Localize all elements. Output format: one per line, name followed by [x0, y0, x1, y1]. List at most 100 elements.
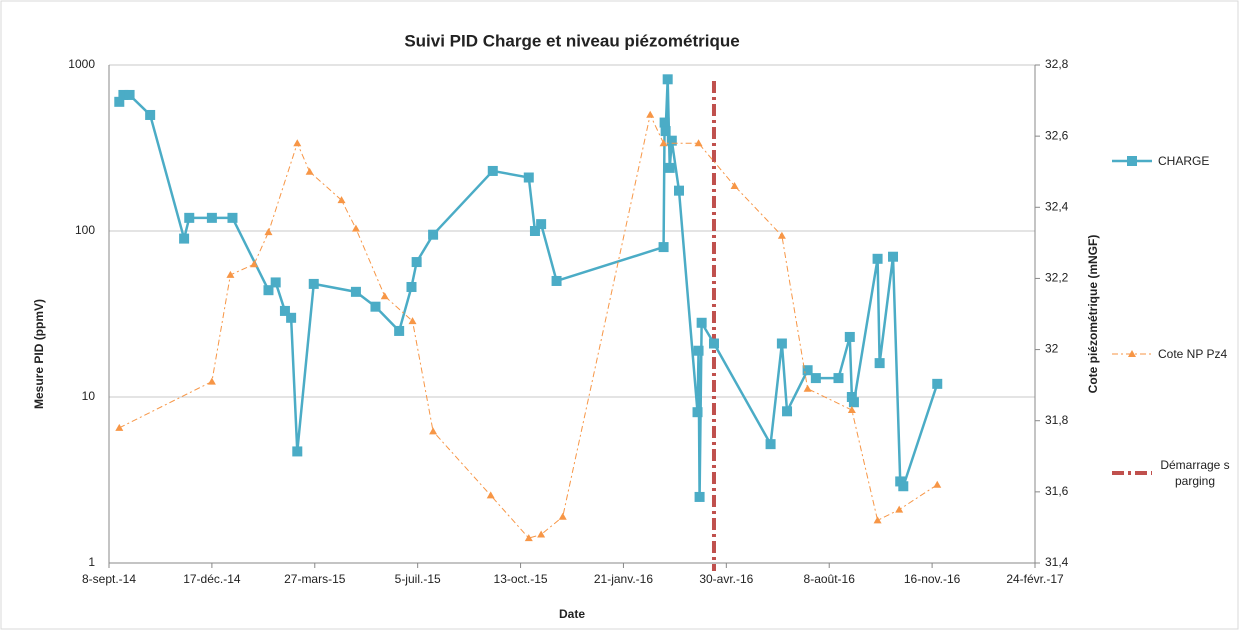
legend-item: CHARGE [1112, 154, 1209, 168]
marker [305, 167, 314, 175]
marker [115, 423, 124, 431]
marker [524, 534, 533, 542]
x-tick-label: 30-avr.-16 [699, 572, 753, 586]
marker [659, 139, 668, 147]
marker [264, 228, 273, 236]
marker [351, 224, 360, 232]
marker [693, 345, 704, 356]
marker [776, 338, 787, 349]
x-tick-label: 24-févr.-17 [1006, 572, 1064, 586]
marker [674, 185, 685, 196]
marker [118, 89, 129, 100]
series-line [119, 113, 938, 539]
marker [227, 212, 238, 223]
marker [898, 481, 909, 492]
marker [529, 226, 540, 236]
y-axis-title: Mesure PID (ppmV) [32, 299, 46, 409]
marker [659, 117, 670, 128]
marker [692, 407, 703, 418]
y-tick-label: 10 [82, 389, 96, 403]
y2-axis-title: Cote piézométrique (mNGF) [1086, 235, 1100, 394]
chart-title: Suivi PID Charge et niveau piézométrique [404, 31, 739, 50]
marker [846, 392, 857, 402]
marker [250, 260, 259, 268]
marker [873, 516, 882, 524]
marker [810, 373, 821, 384]
marker [803, 384, 812, 392]
y2-tick-label: 31,4 [1045, 555, 1069, 569]
legend-icon [1112, 350, 1152, 357]
y2-tick-label: 32,8 [1045, 57, 1069, 71]
legend-item: Cote NP Pz4 [1112, 347, 1227, 361]
y2-tick-label: 32,4 [1045, 199, 1069, 213]
marker [114, 96, 125, 107]
marker [380, 292, 389, 300]
marker [408, 317, 417, 325]
marker [933, 480, 942, 488]
y2-tick-label: 31,6 [1045, 484, 1069, 498]
y-tick-label: 1000 [68, 57, 95, 71]
legend-icon [1112, 471, 1152, 475]
marker [370, 301, 381, 312]
marker [207, 377, 216, 385]
marker [872, 253, 883, 264]
marker [226, 270, 235, 278]
x-tick-label: 5-juil.-15 [395, 572, 441, 586]
marker [179, 233, 190, 244]
marker [286, 312, 297, 323]
marker [888, 251, 899, 262]
marker [696, 317, 707, 328]
marker [874, 358, 885, 369]
marker [292, 446, 303, 457]
marker [293, 139, 302, 147]
marker [777, 231, 786, 239]
marker [270, 277, 281, 288]
marker [708, 338, 719, 349]
marker [551, 275, 562, 286]
legend-marker [1128, 350, 1136, 357]
marker [279, 305, 290, 316]
legend-marker [1127, 156, 1137, 166]
legend-item: Démarrage sparging [1112, 457, 1232, 489]
marker [848, 397, 859, 408]
marker [765, 439, 776, 450]
marker [694, 491, 705, 502]
marker [337, 196, 346, 204]
x-tick-label: 8-sept.-14 [82, 572, 136, 586]
marker [487, 165, 498, 176]
marker [662, 74, 673, 85]
marker [145, 109, 156, 120]
marker [666, 135, 677, 146]
legend-label: CHARGE [1158, 154, 1210, 168]
marker [184, 212, 195, 223]
legend-icon [1112, 156, 1152, 166]
marker [411, 257, 422, 268]
marker [895, 505, 904, 513]
marker [406, 281, 417, 292]
marker [429, 427, 438, 435]
marker [263, 285, 274, 296]
marker [523, 172, 534, 183]
x-tick-label: 8-août-16 [804, 572, 856, 586]
marker [428, 229, 439, 240]
marker [486, 491, 495, 499]
marker [833, 373, 844, 384]
marker [537, 530, 546, 538]
y-tick-label: 100 [75, 223, 95, 237]
marker [206, 212, 217, 223]
legend-label: Cote NP Pz4 [1158, 347, 1228, 361]
marker [730, 181, 739, 189]
marker [658, 242, 669, 253]
x-tick-label: 16-nov.-16 [904, 572, 961, 586]
x-axis-title: Date [559, 607, 585, 621]
x-tick-label: 13-oct.-15 [494, 572, 548, 586]
x-tick-label: 17-déc.-14 [183, 572, 241, 586]
y2-tick-label: 32 [1045, 342, 1059, 356]
y2-tick-label: 31,8 [1045, 413, 1069, 427]
marker [664, 162, 675, 173]
marker [844, 331, 855, 342]
x-tick-label: 27-mars-15 [284, 572, 346, 586]
y2-tick-label: 32,2 [1045, 271, 1069, 285]
y-tick-label: 1 [88, 555, 95, 569]
